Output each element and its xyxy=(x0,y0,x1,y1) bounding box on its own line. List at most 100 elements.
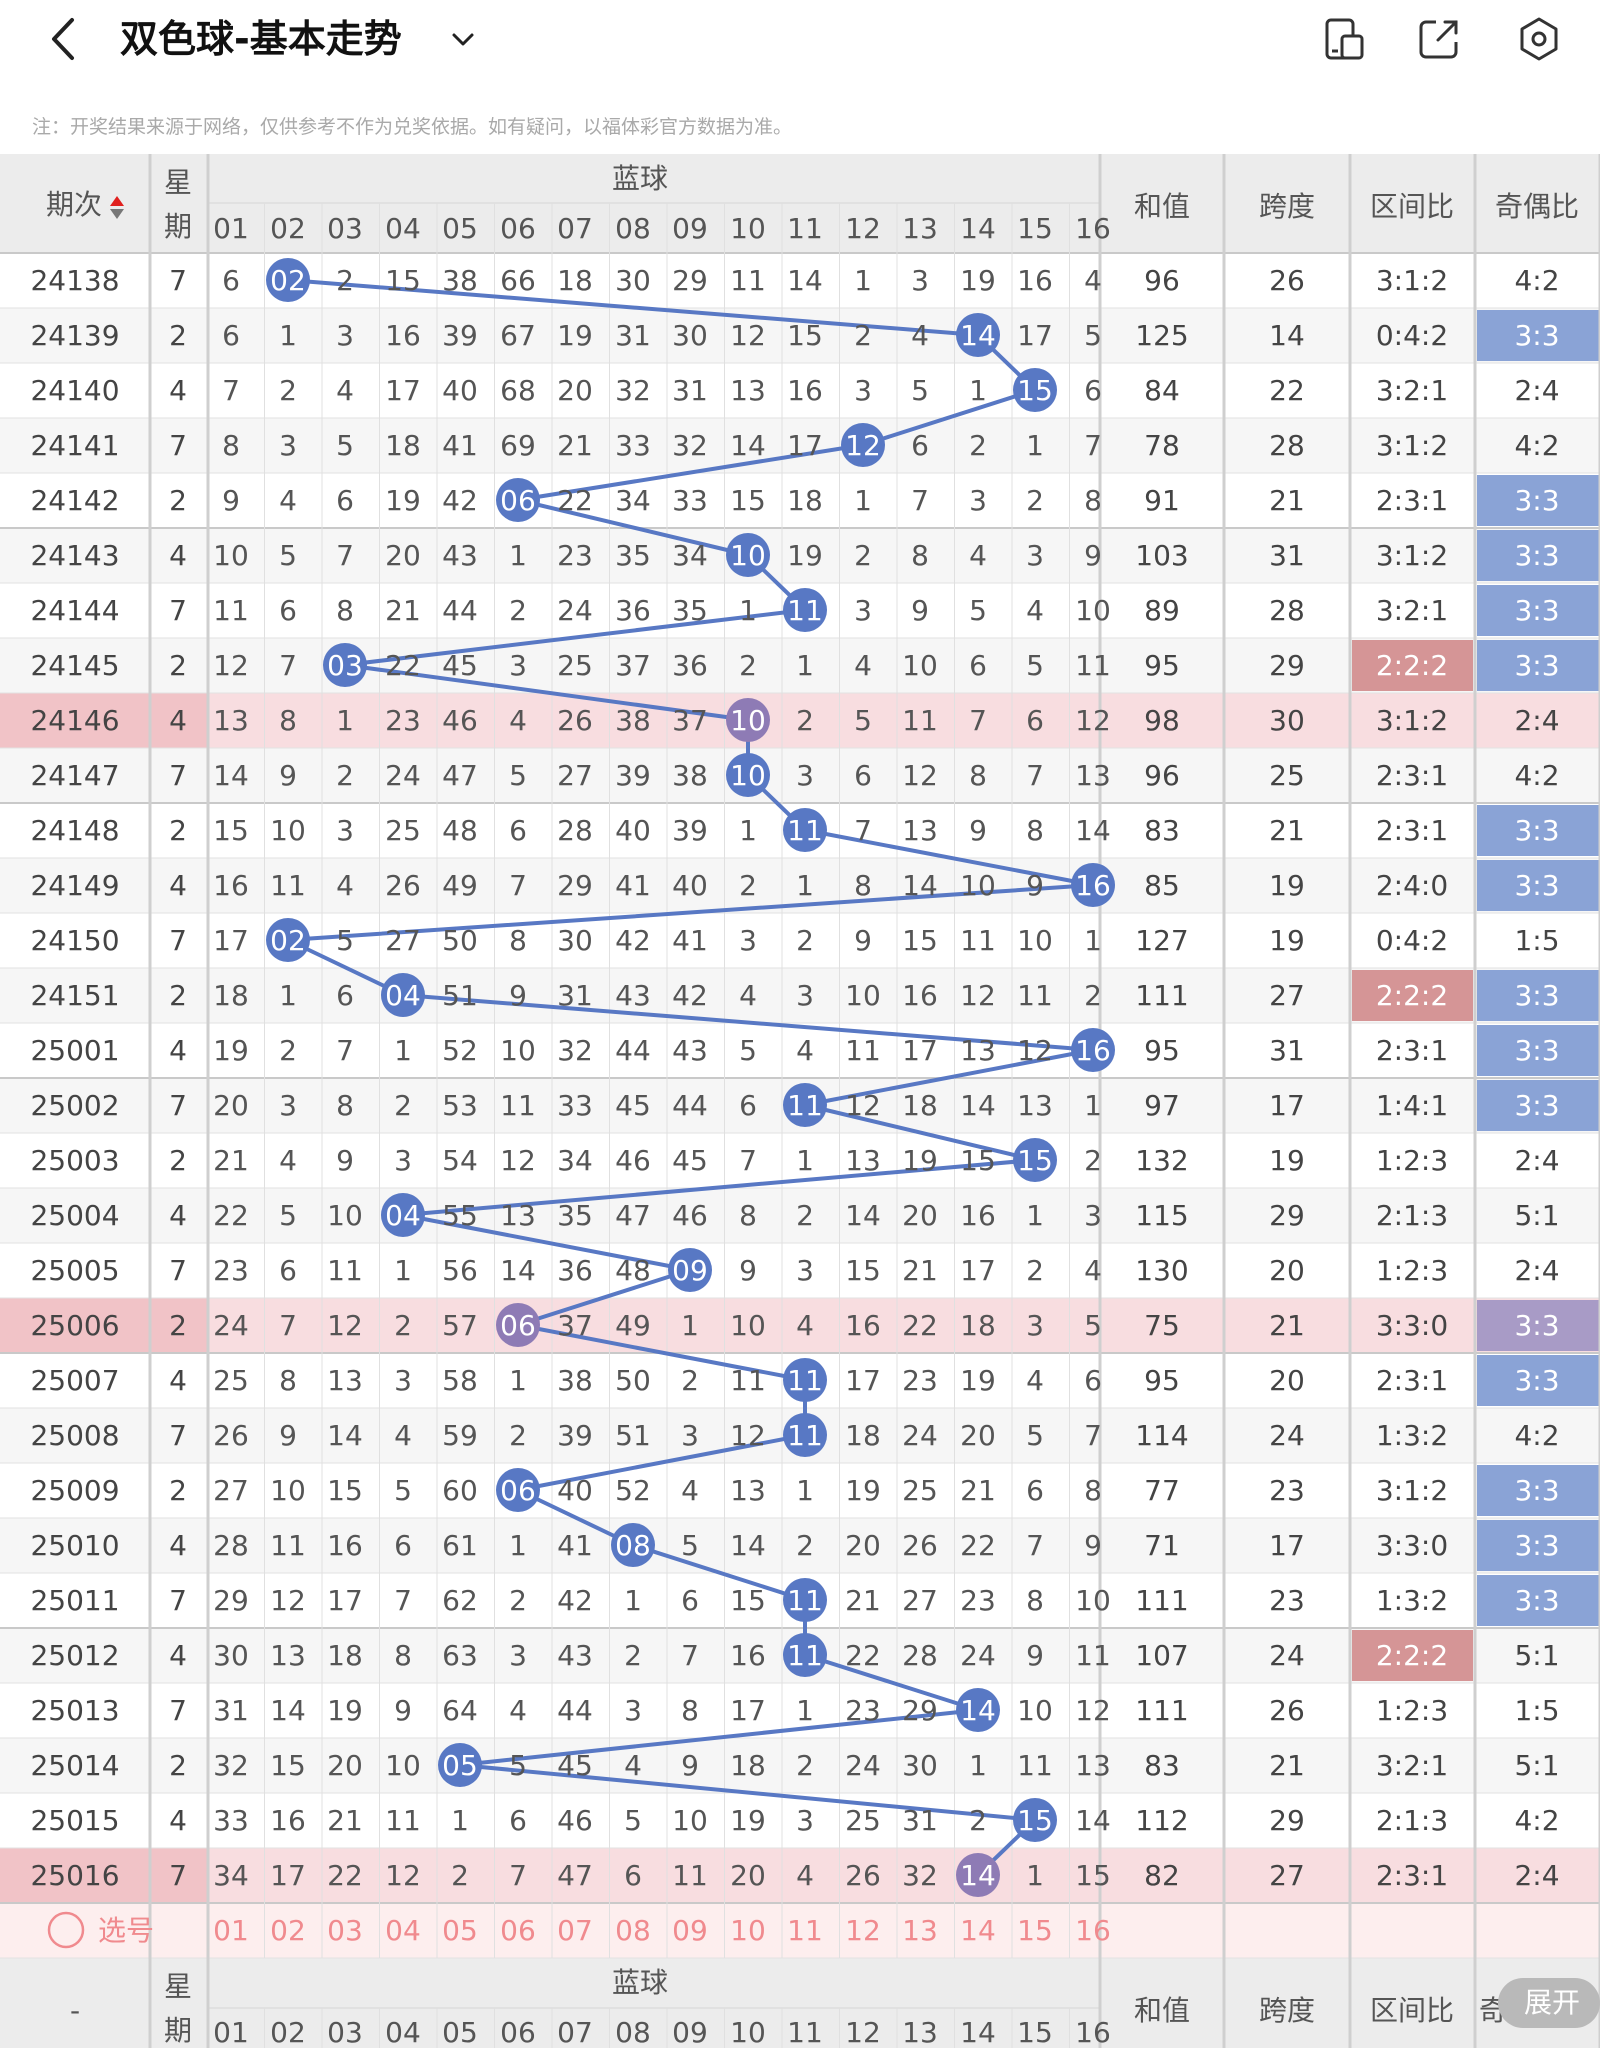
sort-down-icon[interactable] xyxy=(110,209,124,219)
table-row[interactable] xyxy=(0,1848,1600,1903)
select-radio-icon[interactable] xyxy=(47,1911,85,1949)
select-number[interactable]: 10 xyxy=(730,1914,766,1947)
share-icon[interactable] xyxy=(1414,14,1464,64)
miss-count-cell: 6 xyxy=(1026,1474,1044,1507)
miss-count-cell: 33 xyxy=(615,429,651,462)
table-row[interactable] xyxy=(0,1793,1600,1848)
table-row[interactable] xyxy=(0,1243,1600,1298)
miss-count-cell: 4 xyxy=(279,484,297,517)
table-row[interactable] xyxy=(0,968,1600,1023)
zone-cell: 2:1:3 xyxy=(1376,1199,1448,1232)
table-row[interactable] xyxy=(0,693,1600,748)
miss-count-cell: 46 xyxy=(442,704,478,737)
select-number[interactable]: 04 xyxy=(385,1914,421,1947)
miss-count-cell: 15 xyxy=(902,924,938,957)
miss-count-cell: 5 xyxy=(336,429,354,462)
table-row[interactable] xyxy=(0,1518,1600,1573)
miss-count-cell: 2 xyxy=(394,1309,412,1342)
zone-highlight xyxy=(1352,1630,1473,1681)
miss-count-cell: 12 xyxy=(500,1144,536,1177)
span-cell: 21 xyxy=(1269,1749,1305,1782)
miss-count-cell: 30 xyxy=(902,1749,938,1782)
miss-count-cell: 38 xyxy=(442,264,478,297)
table-row[interactable] xyxy=(0,473,1600,528)
select-number[interactable]: 15 xyxy=(1017,1914,1053,1947)
miss-count-cell: 40 xyxy=(557,1474,593,1507)
period-cell: 25015 xyxy=(30,1804,119,1837)
miss-count-cell: 2 xyxy=(796,1529,814,1562)
miss-count-cell: 1 xyxy=(509,1364,527,1397)
chevron-left-icon[interactable] xyxy=(44,14,84,64)
miss-count-cell: 24 xyxy=(845,1749,881,1782)
row-highlight-left xyxy=(0,693,208,748)
select-number[interactable]: 16 xyxy=(1075,1914,1111,1947)
blue-ball xyxy=(496,1468,540,1512)
week-cell: 2 xyxy=(169,1474,187,1507)
zone-cell: 1:2:3 xyxy=(1376,1254,1448,1287)
sum-cell: 91 xyxy=(1144,484,1180,517)
blue-ball xyxy=(956,1688,1000,1732)
miss-count-cell: 18 xyxy=(385,429,421,462)
blue-ball-number: 11 xyxy=(787,1364,823,1397)
span-cell: 31 xyxy=(1269,1034,1305,1067)
miss-count-cell: 18 xyxy=(902,1089,938,1122)
select-number[interactable]: 12 xyxy=(845,1914,881,1947)
oddeven-cell: 4:2 xyxy=(1514,759,1559,792)
table-row[interactable] xyxy=(0,1023,1600,1078)
miss-count-cell: 2 xyxy=(509,594,527,627)
blue-ball xyxy=(668,1248,712,1292)
chevron-down-icon[interactable] xyxy=(448,24,478,54)
week-cell: 7 xyxy=(169,264,187,297)
expand-label[interactable]: 展开 xyxy=(1524,1986,1580,2019)
sum-cell: 82 xyxy=(1144,1859,1180,1892)
blue-number-header: 08 xyxy=(615,212,651,245)
select-number[interactable]: 02 xyxy=(270,1914,306,1947)
select-number[interactable]: 13 xyxy=(902,1914,938,1947)
blue-ball xyxy=(841,423,885,467)
table-row[interactable] xyxy=(0,528,1600,583)
miss-count-cell: 16 xyxy=(787,374,823,407)
week-cell: 7 xyxy=(169,1584,187,1617)
table-row[interactable] xyxy=(0,1738,1600,1793)
page-title: 双色球-基本走势 xyxy=(120,17,402,61)
week-cell: 2 xyxy=(169,1144,187,1177)
table-row[interactable] xyxy=(0,308,1600,363)
select-number[interactable]: 08 xyxy=(615,1914,651,1947)
select-number[interactable]: 11 xyxy=(787,1914,823,1947)
sum-cell: 83 xyxy=(1144,814,1180,847)
miss-count-cell: 18 xyxy=(327,1639,363,1672)
select-number[interactable]: 09 xyxy=(672,1914,708,1947)
table-row[interactable] xyxy=(0,1463,1600,1518)
week-cell: 2 xyxy=(169,649,187,682)
select-number[interactable]: 14 xyxy=(960,1914,996,1947)
table-row[interactable] xyxy=(0,638,1600,693)
table-row[interactable] xyxy=(0,1298,1600,1353)
select-number[interactable]: 07 xyxy=(557,1914,593,1947)
expand-button[interactable] xyxy=(1498,1978,1600,2028)
sort-up-icon[interactable] xyxy=(110,196,124,206)
phone-icon[interactable] xyxy=(1318,14,1368,64)
miss-count-cell: 4 xyxy=(796,1859,814,1892)
select-number[interactable]: 03 xyxy=(327,1914,363,1947)
settings-icon[interactable] xyxy=(1514,14,1564,64)
table-row[interactable] xyxy=(0,418,1600,473)
table-row[interactable] xyxy=(0,1188,1600,1243)
table-row[interactable] xyxy=(0,363,1600,418)
oddeven-highlight xyxy=(1477,1355,1600,1406)
select-number[interactable]: 05 xyxy=(442,1914,478,1947)
zone-cell: 2:3:1 xyxy=(1376,814,1448,847)
table-row[interactable] xyxy=(0,748,1600,803)
miss-count-cell: 24 xyxy=(385,759,421,792)
select-number[interactable]: 01 xyxy=(213,1914,249,1947)
miss-count-cell: 10 xyxy=(270,814,306,847)
select-label[interactable]: 选号 xyxy=(98,1914,154,1947)
select-number[interactable]: 06 xyxy=(500,1914,536,1947)
miss-count-cell: 11 xyxy=(960,924,996,957)
miss-count-cell: 20 xyxy=(902,1199,938,1232)
miss-count-cell: 27 xyxy=(213,1474,249,1507)
oddeven-cell: 4:2 xyxy=(1514,429,1559,462)
miss-count-cell: 1 xyxy=(796,1144,814,1177)
period-header[interactable]: 期次 xyxy=(46,188,102,221)
miss-count-cell: 44 xyxy=(557,1694,593,1727)
